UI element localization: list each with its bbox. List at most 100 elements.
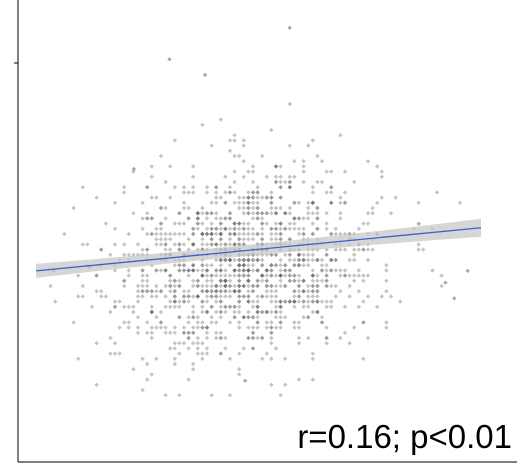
data-point	[195, 294, 200, 299]
data-point	[237, 283, 242, 289]
data-point	[237, 237, 242, 242]
data-point	[246, 273, 251, 278]
data-point	[232, 231, 237, 237]
data-point	[273, 164, 279, 169]
data-point	[223, 294, 228, 299]
data-point	[186, 190, 191, 195]
data-point	[204, 346, 210, 351]
data-point	[269, 226, 274, 231]
data-point	[278, 237, 283, 242]
data-point	[237, 294, 242, 299]
data-point	[126, 273, 131, 278]
data-point	[241, 315, 246, 320]
data-point	[255, 268, 260, 273]
data-point	[237, 242, 242, 247]
data-point	[250, 335, 256, 341]
data-point	[223, 335, 228, 341]
data-point	[310, 299, 315, 304]
data-point	[214, 226, 219, 231]
data-point	[246, 299, 251, 304]
data-point	[191, 283, 196, 289]
data-point	[218, 283, 223, 289]
data-point	[269, 325, 274, 330]
data-point	[260, 195, 265, 200]
data-point	[237, 263, 242, 268]
data-point	[269, 335, 274, 341]
data-point	[319, 278, 325, 283]
data-point	[338, 289, 343, 294]
data-point	[218, 278, 223, 283]
data-point	[218, 351, 223, 356]
data-point	[278, 273, 283, 278]
data-point	[269, 263, 274, 268]
data-point	[172, 185, 177, 190]
data-point	[292, 273, 297, 278]
data-point	[237, 289, 242, 294]
data-point	[200, 231, 205, 237]
data-point	[296, 216, 302, 221]
data-point	[287, 226, 292, 231]
data-point	[149, 216, 154, 221]
data-point	[356, 226, 361, 231]
data-point	[365, 159, 371, 164]
data-point	[310, 283, 315, 289]
data-point	[278, 273, 283, 278]
data-point	[191, 268, 196, 273]
data-point	[255, 309, 260, 315]
data-point	[278, 185, 283, 190]
data-point	[250, 315, 256, 320]
data-point	[209, 211, 214, 216]
data-point	[324, 325, 329, 330]
data-point	[232, 268, 237, 273]
data-point	[388, 294, 394, 299]
data-point	[209, 283, 214, 289]
data-point	[218, 309, 223, 315]
data-point	[227, 231, 233, 237]
data-point	[269, 382, 274, 387]
data-point	[338, 231, 343, 237]
data-point	[154, 195, 159, 200]
data-point	[204, 335, 210, 341]
data-point	[255, 278, 260, 283]
data-point	[149, 304, 154, 309]
data-point	[241, 159, 246, 164]
data-point	[273, 252, 279, 257]
data-point	[177, 268, 182, 273]
data-point	[246, 335, 251, 341]
data-point	[204, 309, 210, 315]
data-point	[112, 304, 118, 309]
data-point	[218, 195, 223, 200]
data-point	[255, 299, 260, 304]
data-point	[227, 304, 233, 309]
data-point	[186, 237, 191, 242]
data-point	[264, 325, 269, 330]
data-point	[241, 226, 246, 231]
data-point	[356, 268, 361, 273]
data-point	[181, 330, 187, 335]
data-point	[264, 273, 269, 278]
data-point	[177, 242, 182, 247]
data-point	[204, 190, 210, 195]
data-point	[255, 304, 260, 309]
data-point	[181, 294, 187, 299]
data-point	[204, 309, 210, 315]
data-point	[384, 263, 389, 268]
data-point	[204, 216, 210, 221]
data-point	[255, 320, 260, 325]
data-point	[255, 190, 260, 195]
data-point	[255, 231, 260, 237]
data-point	[163, 179, 168, 185]
data-point	[352, 325, 357, 330]
data-point	[269, 283, 274, 289]
data-point	[195, 341, 200, 346]
data-point	[342, 231, 348, 237]
data-point	[246, 268, 251, 273]
data-point	[379, 195, 384, 200]
data-point	[237, 278, 242, 283]
data-point	[204, 325, 210, 330]
data-point	[218, 237, 223, 242]
data-point	[140, 289, 145, 294]
data-point	[76, 356, 81, 361]
regression-line	[35, 227, 482, 272]
data-point	[301, 289, 306, 294]
